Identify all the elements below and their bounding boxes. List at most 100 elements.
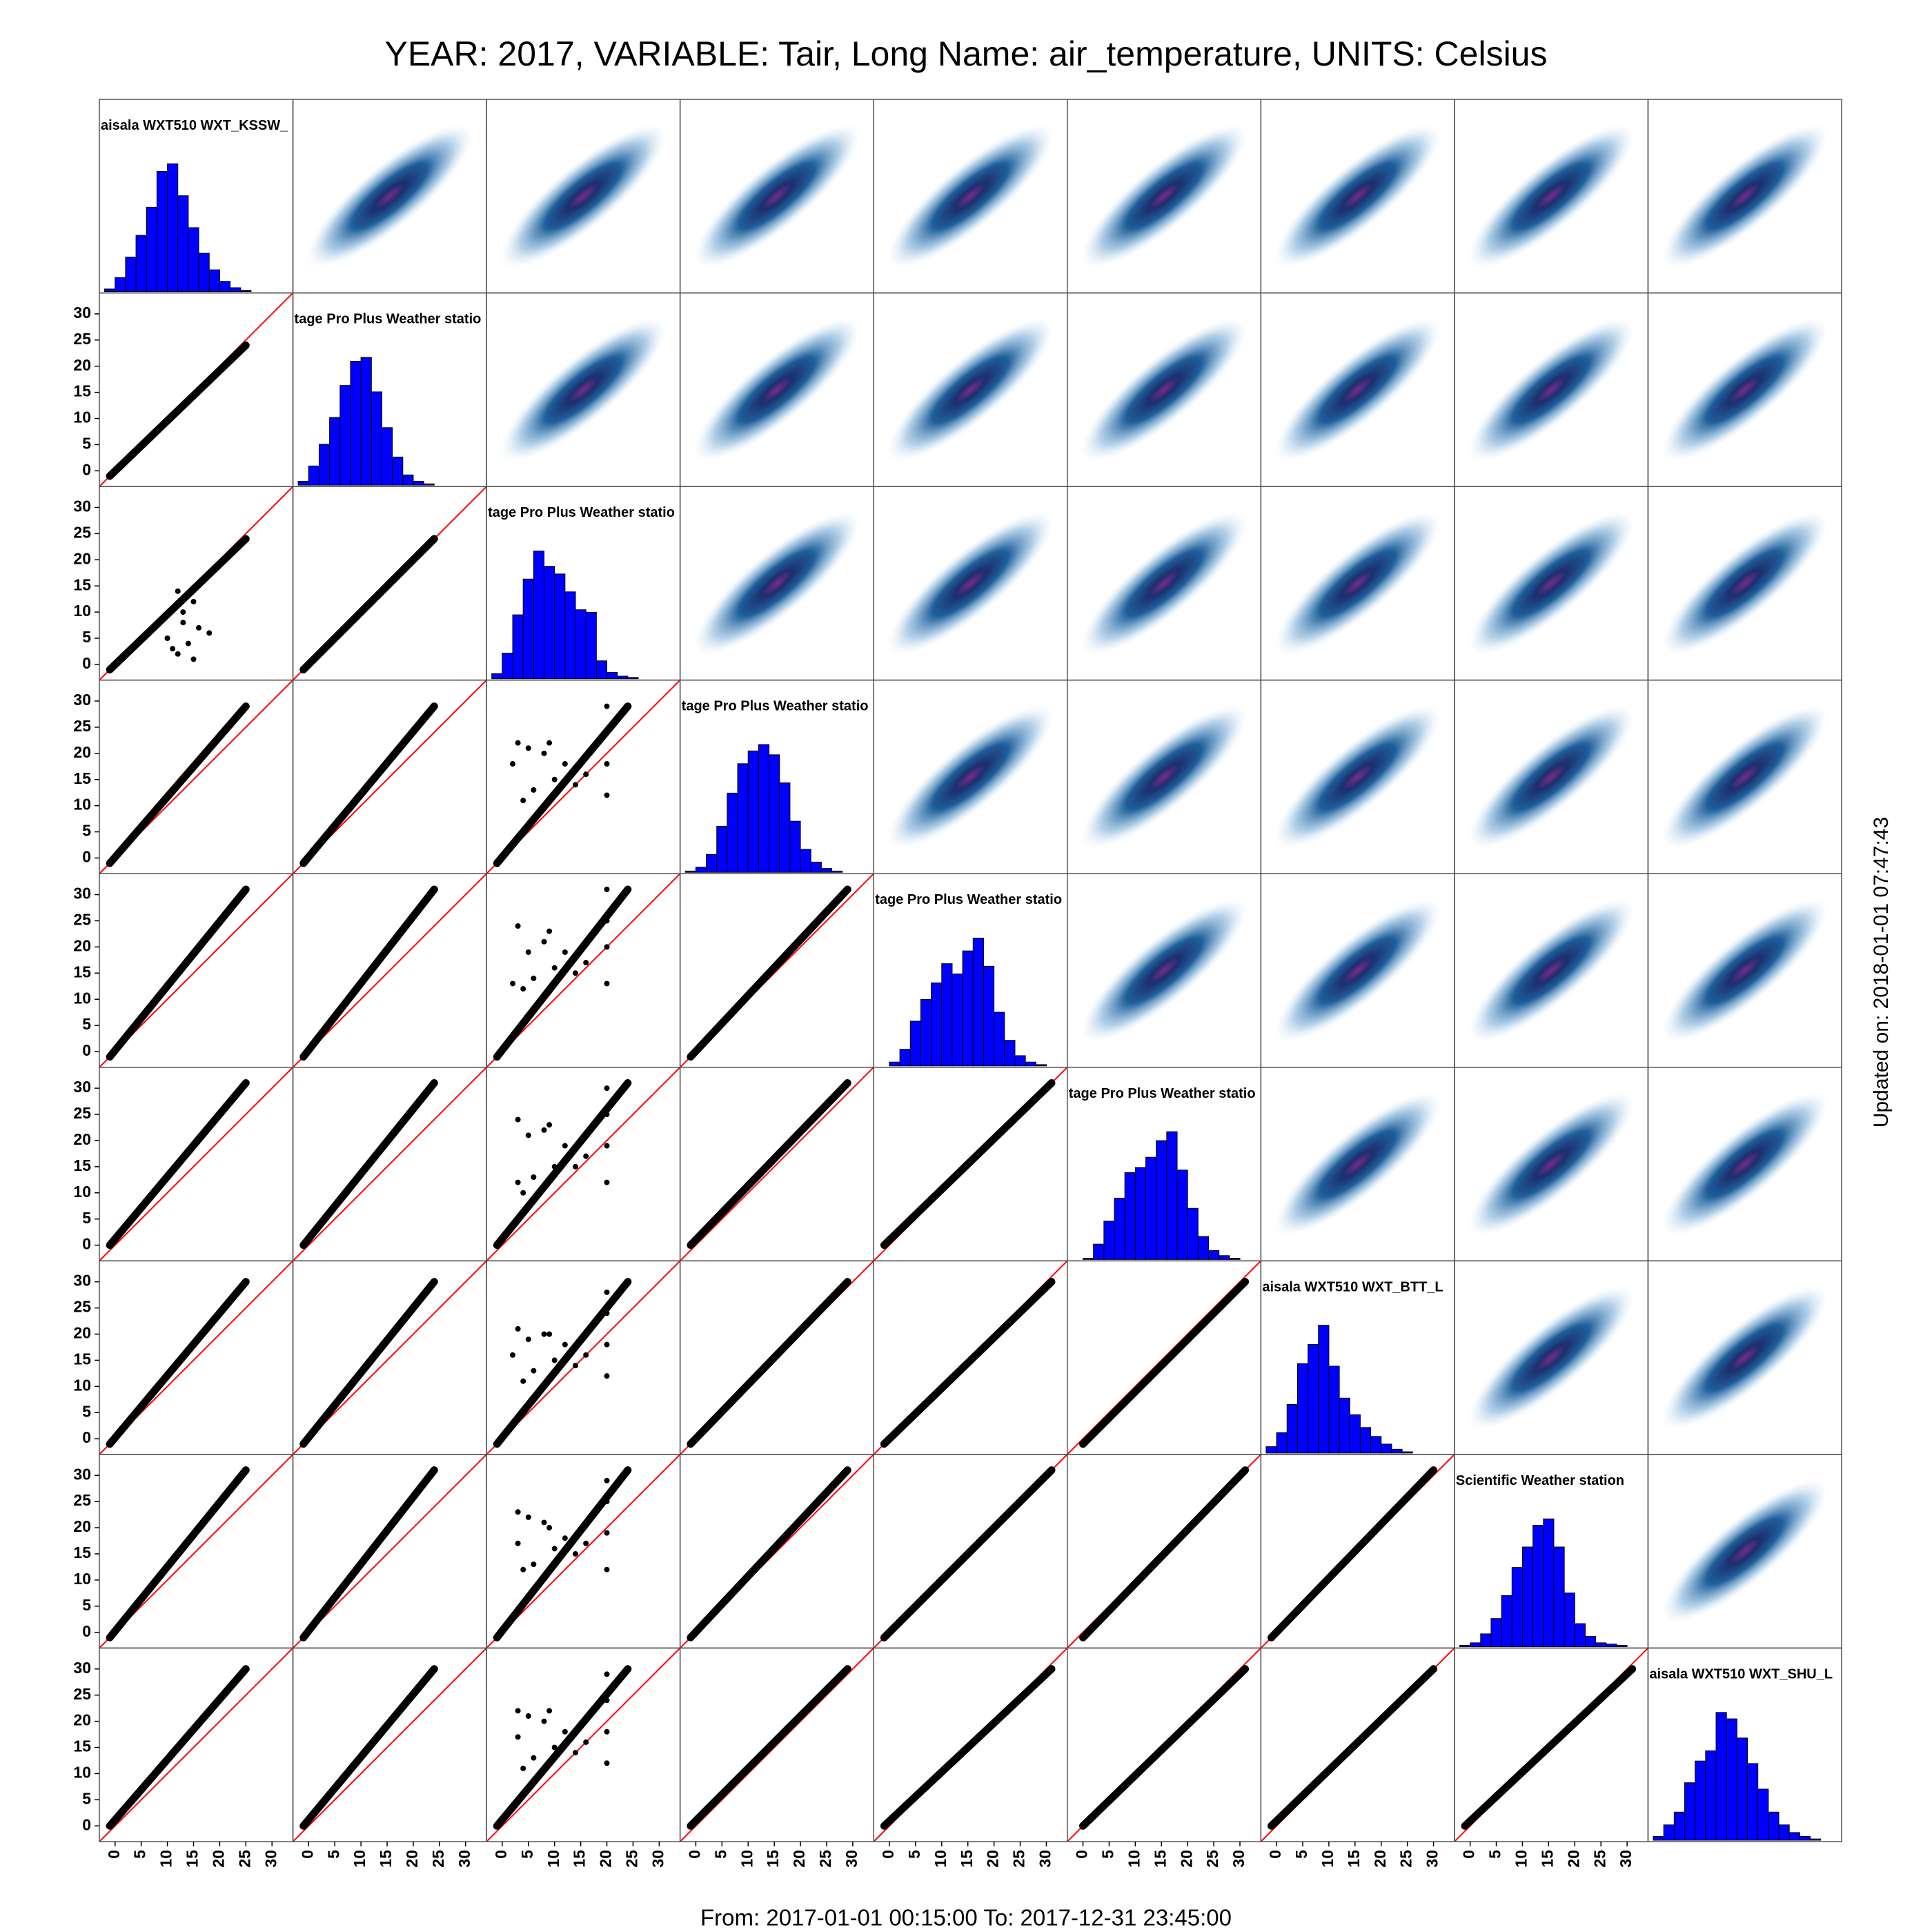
histogram-bar — [208, 269, 220, 293]
point-cloud — [106, 341, 250, 480]
panel: tage Pro Plus Weather statio — [1069, 1086, 1256, 1260]
histogram-bar — [1768, 1811, 1780, 1841]
histogram-bar — [1197, 1236, 1210, 1260]
histogram-bar — [146, 206, 157, 293]
density — [1661, 704, 1829, 849]
identity-line — [99, 1067, 293, 1261]
y-tick-label: 5 — [82, 435, 91, 453]
point — [562, 1535, 568, 1541]
point — [520, 1765, 526, 1771]
density — [693, 124, 861, 269]
histogram-bar — [909, 1021, 921, 1067]
histogram-bar — [617, 676, 629, 680]
y-tick-label: 30 — [73, 691, 91, 709]
histogram-bar — [607, 671, 618, 680]
histogram-bar — [350, 360, 362, 486]
point — [546, 1122, 553, 1128]
panel — [293, 680, 487, 874]
point — [525, 745, 531, 751]
point — [604, 918, 610, 924]
density — [1080, 511, 1248, 656]
histogram-bar — [1114, 1197, 1125, 1260]
panel — [874, 1261, 1067, 1455]
y-tick-label: 20 — [73, 1517, 91, 1535]
point — [541, 1519, 547, 1526]
point — [573, 970, 579, 976]
point — [541, 938, 547, 945]
y-tick-label: 30 — [73, 885, 91, 903]
x-tick-label: 0 — [879, 1850, 897, 1859]
histogram-bar — [1521, 1546, 1534, 1647]
panel: aisala WXT510 WXT_KSSW_ — [101, 118, 288, 293]
panel — [1661, 1092, 1829, 1237]
panel — [680, 1067, 874, 1261]
point-cloud — [106, 1665, 250, 1830]
histogram-bar — [800, 849, 811, 873]
panel: aisala WXT510 WXT_BTT_L — [1262, 1279, 1443, 1454]
point — [604, 729, 610, 736]
panel — [1661, 511, 1829, 656]
x-tick-label: 15 — [377, 1850, 395, 1868]
panel — [1661, 124, 1829, 269]
point — [515, 1708, 521, 1714]
histogram-bar — [1470, 1642, 1481, 1647]
panel — [1467, 898, 1635, 1043]
point — [510, 1352, 516, 1358]
point-cloud — [493, 1079, 632, 1250]
panel — [693, 511, 861, 656]
x-tick-label: 25 — [1590, 1850, 1608, 1868]
y-tick-label: 30 — [73, 1078, 91, 1096]
y-tick-label: 15 — [73, 1544, 91, 1561]
histogram-bar — [1726, 1718, 1737, 1841]
y-tick-label: 15 — [73, 1737, 91, 1755]
point — [551, 776, 558, 782]
x-tick-label: 10 — [544, 1850, 562, 1868]
y-tick-label: 25 — [73, 1104, 91, 1122]
panel — [874, 1067, 1067, 1261]
point — [573, 782, 579, 788]
panel — [874, 1648, 1067, 1842]
x-tick-label: 25 — [816, 1850, 834, 1868]
histogram-bar — [1265, 1446, 1277, 1454]
point — [206, 630, 213, 636]
panel — [99, 486, 293, 680]
x-tick-label: 20 — [1564, 1850, 1582, 1868]
histogram-bar — [522, 578, 534, 680]
histogram-bar — [135, 235, 147, 293]
panel — [486, 680, 680, 874]
y-tick-label: 20 — [73, 1711, 91, 1729]
histogram-bar — [1391, 1448, 1403, 1454]
x-tick-label: 5 — [905, 1850, 923, 1859]
x-tick-label: 15 — [1538, 1850, 1556, 1868]
point — [604, 1373, 610, 1379]
panel — [1067, 1454, 1261, 1648]
panel — [886, 704, 1055, 849]
histogram-bar — [1459, 1645, 1471, 1647]
point — [520, 1566, 526, 1573]
point — [551, 1546, 558, 1552]
y-tick-label: 20 — [73, 1324, 91, 1342]
histogram-bar — [1339, 1397, 1350, 1454]
panel — [1467, 511, 1635, 656]
histogram-bar — [125, 257, 137, 293]
point — [604, 1671, 610, 1677]
density — [499, 124, 668, 269]
y-tick-label: 30 — [73, 1465, 91, 1483]
histogram-bar — [1553, 1546, 1565, 1647]
panel — [680, 1454, 874, 1648]
histogram-bar — [230, 287, 241, 293]
histogram-bar — [308, 465, 319, 486]
panel — [1661, 1479, 1829, 1624]
point — [604, 1289, 610, 1295]
density — [1467, 1285, 1635, 1430]
histogram-bar — [1480, 1633, 1492, 1647]
x-tick-label: 15 — [764, 1850, 782, 1868]
y-tick-label: 0 — [82, 1815, 91, 1833]
x-tick-label: 20 — [1177, 1850, 1195, 1868]
point — [573, 1550, 579, 1557]
y-tick-label: 30 — [73, 1659, 91, 1677]
panel: tage Pro Plus Weather statio — [875, 892, 1062, 1067]
panel-border — [1647, 1647, 1842, 1842]
point — [541, 1127, 547, 1133]
density — [1273, 511, 1442, 656]
